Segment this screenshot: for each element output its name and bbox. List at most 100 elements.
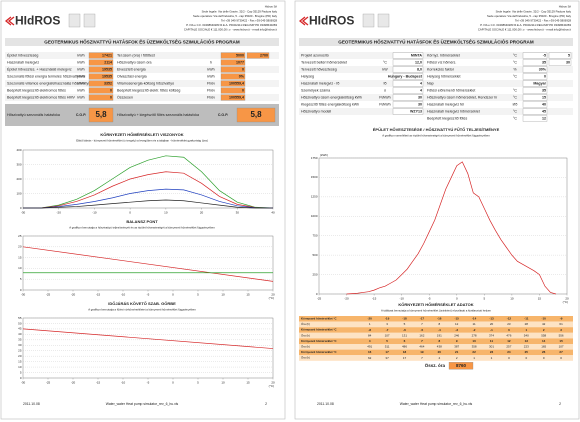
y-tick-label: 0 [316, 292, 318, 296]
x-axis-label: (°C) [269, 384, 274, 388]
hours-cell: 0 [508, 356, 510, 360]
y-tick-label: 200 [16, 177, 21, 181]
row-label: Helység hőmérséklet [427, 74, 461, 78]
row-value: 5 [568, 53, 570, 57]
footer-page: 2 [559, 402, 561, 406]
temp-cell: -8 [368, 328, 371, 332]
row-value: 4 [420, 88, 422, 92]
value-cell [522, 73, 548, 80]
logo-badge [68, 13, 81, 28]
row-band [299, 66, 573, 73]
temp-cell: 24 [507, 350, 511, 354]
row-unit: kWh [207, 74, 214, 78]
x-tick-label: 30 [236, 210, 240, 214]
value-cell [220, 52, 246, 59]
row-unit: °C [513, 53, 517, 57]
value-cell [246, 52, 270, 59]
y-tick-label: 45 [18, 327, 22, 331]
row-label: Óra (h) [301, 332, 310, 337]
row-band [299, 80, 573, 87]
row-unit: h [210, 60, 212, 64]
row-value: 30 [418, 102, 422, 106]
temp-cell: 18 [403, 350, 407, 354]
value-cell [220, 94, 246, 101]
x-tick-label: -30 [21, 292, 26, 296]
temp-row [299, 316, 573, 322]
x-tick-label: 20 [200, 210, 204, 214]
row-label: Hőszivattyú üzem energiaköltség kWh [301, 95, 362, 99]
x-tick-label: 10 [164, 210, 168, 214]
row-value: 2114 [104, 60, 112, 64]
y-tick-label: 1000 [311, 214, 318, 218]
row-label: Épület hőveszteség [7, 52, 38, 57]
hours-cell: 165 [541, 345, 546, 349]
hours-cell: 1 [491, 356, 493, 360]
hours-cell: 162 [419, 333, 424, 337]
value-cell [522, 108, 548, 115]
cop-label: Hőszivattyú + kiegészítő fűtés szezonáli… [117, 113, 199, 117]
x-tick-label: -15 [96, 380, 101, 384]
x-tick-label: -10 [121, 380, 126, 384]
y-tick-label: 100 [16, 191, 21, 195]
address-line: P. IVA e C.F. 03498640283 R.E.A. PD32211… [480, 23, 571, 27]
x-tick-label: -10 [92, 210, 97, 214]
value-cell [548, 52, 572, 59]
hours-cell: 1 [369, 322, 371, 326]
temp-cell: -20 [368, 317, 373, 321]
temp-cell: 27 [559, 350, 563, 354]
footer-file: Water_water Heat pump simulator_rev_6_hu… [106, 402, 179, 406]
temp-cell: 17 [385, 350, 389, 354]
temp-cell: 16 [368, 350, 372, 354]
temp-cell: -13 [489, 317, 494, 321]
y-tick-label: 5 [20, 277, 22, 281]
row-label: Helység [301, 74, 314, 78]
temp-cell: 3 [560, 328, 562, 332]
row-unit: kW [382, 67, 388, 71]
title-bar [299, 38, 573, 46]
row-unit: kWh [77, 81, 84, 85]
address-line: Sede operativa: Via dell'Industria, 5 - … [487, 14, 572, 18]
value-cell [88, 73, 114, 80]
x-tick-label: 5 [483, 296, 485, 300]
x-tick-label: 0 [129, 210, 131, 214]
hours-cell: 23 [507, 322, 511, 326]
row-unit: °C [513, 95, 517, 99]
hours-cell: 84 [368, 333, 372, 337]
series-line [22, 328, 274, 349]
hours-cell: 191 [437, 333, 442, 337]
row-value: 40 [542, 102, 546, 106]
row-label: Környezeti hőmérséklet °C [301, 328, 336, 332]
y-tick-label: 15 [18, 359, 22, 363]
temp-row [299, 349, 573, 356]
chart-note: A grafikon bemutatja a fűtési vízhőmérsé… [88, 308, 196, 312]
value-cell [220, 66, 246, 73]
row-unit: kWh [77, 60, 84, 64]
x-tick-label: -15 [96, 292, 101, 296]
row-label: Fűtési víz hőmérs. [427, 60, 456, 64]
row-label: Beépített kiegészítő elektromos fűtés HM… [7, 95, 76, 99]
value-cell [88, 59, 114, 66]
x-tick-label: 5 [197, 380, 199, 384]
hours-cell: 2 [456, 356, 458, 360]
chart-note: Ebből ábrán - környezeti hőmérséklet (x … [76, 139, 208, 143]
row-unit: Ft/év [207, 95, 215, 99]
temp-cell: -14 [472, 317, 477, 321]
logo: HIdROS [15, 14, 60, 28]
row-unit: Ft/kWh [379, 102, 390, 106]
row-label: Tel.üzem (óra) / fűtőtest [117, 53, 155, 57]
x-tick-label: 0 [456, 296, 458, 300]
value-cell [392, 94, 424, 101]
chart-note: A grafikon bemutatja a hőszivattyú telje… [69, 226, 215, 230]
row-label: Hőszivattyú üzem óra [117, 60, 152, 64]
row-value: 0 [110, 95, 112, 99]
temp-cell: 7 [421, 339, 423, 343]
hours-cell: 131 [402, 333, 407, 337]
total-cell [448, 362, 474, 370]
value-cell [392, 80, 424, 87]
value-cell [522, 80, 548, 87]
hours-cell: 107 [385, 333, 390, 337]
value-cell [522, 52, 548, 59]
hours-cell: 491 [367, 345, 372, 349]
logo-badge [362, 13, 375, 28]
y-tick-label: 20 [18, 354, 22, 358]
